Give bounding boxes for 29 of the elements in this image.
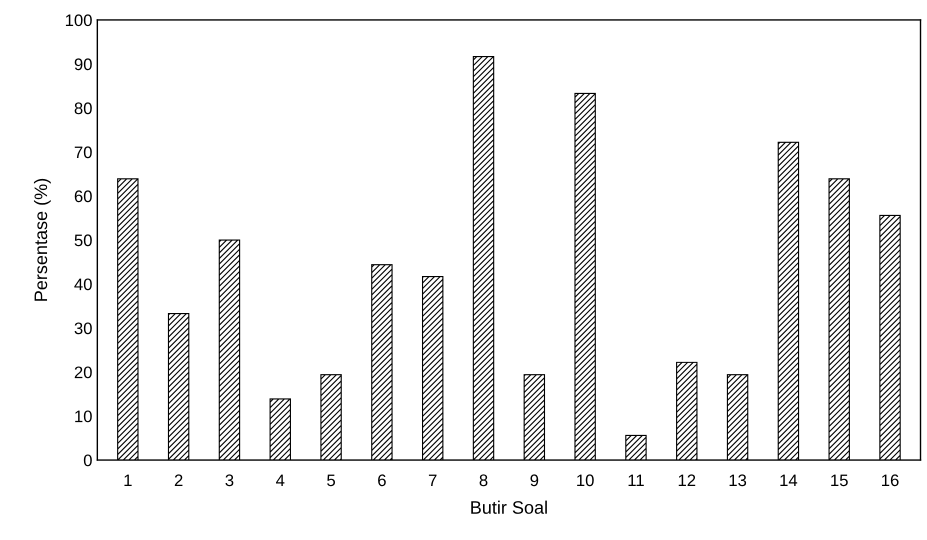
x-tick-label: 15 [831,474,848,486]
x-tick-label: 4 [276,474,284,486]
y-tick-label: 20 [74,366,92,378]
y-tick-label: 30 [74,322,92,334]
y-tick-label: 50 [74,234,92,246]
x-tick-label: 14 [780,474,798,486]
x-tick-label: 3 [225,474,234,486]
x-tick-label: 7 [428,474,436,486]
y-tick-label: 40 [74,278,92,290]
y-tick-label: 70 [74,146,92,158]
y-axis-title: Persentase (%) [34,178,51,301]
y-tick-label: 80 [74,102,92,114]
y-tick-label: 100 [66,14,92,26]
x-tick-label: 6 [378,474,386,486]
x-tick-label: 10 [577,474,594,486]
x-tick-label: 9 [530,474,538,486]
x-tick-label: 16 [882,474,899,486]
y-tick-label: 0 [84,454,92,466]
x-tick-label: 12 [678,474,696,486]
x-tick-label: 1 [124,474,132,486]
x-tick-label: 5 [327,474,336,486]
x-axis-title: Butir Soal [471,500,547,514]
x-tick-label: 13 [730,474,746,486]
y-tick-label: 90 [74,58,92,70]
x-tick-label: 2 [174,474,182,486]
y-tick-label: 10 [75,410,92,422]
y-tick-label: 60 [74,190,92,202]
x-tick-label: 11 [628,474,644,486]
x-tick-label: 8 [480,474,488,486]
